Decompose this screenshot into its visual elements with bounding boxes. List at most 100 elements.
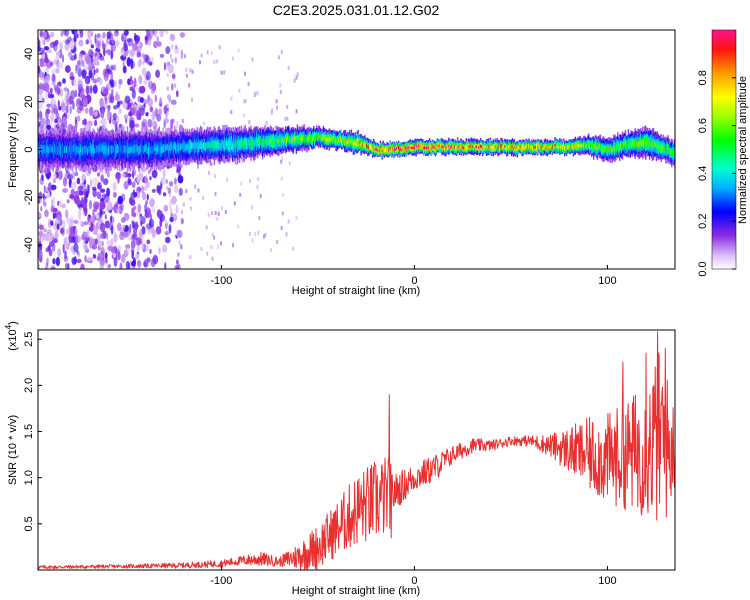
heatmap-noise-cell <box>139 107 145 116</box>
heatmap-noise-cell <box>189 196 192 201</box>
heatmap-noise-cell <box>280 176 283 181</box>
heatmap-noise-cell <box>47 91 51 99</box>
heatmap-noise-cell <box>52 177 57 184</box>
heatmap-noise-cell <box>243 113 246 118</box>
heatmap-cell <box>194 142 196 151</box>
heatmap-noise-cell <box>141 185 144 195</box>
heatmap-cell <box>541 146 544 150</box>
heatmap-noise-cell <box>65 105 69 114</box>
heatmap-noise-cell <box>137 203 142 214</box>
heatmap-cell <box>54 144 56 153</box>
heatmap-cell <box>446 145 448 149</box>
heatmap-cell <box>472 145 474 149</box>
heatmap-cell <box>303 135 305 140</box>
heatmap-noise-cell <box>174 177 177 185</box>
heatmap-cell <box>104 145 106 154</box>
heatmap-noise-cell <box>53 172 57 179</box>
heatmap-noise-cell <box>143 258 148 268</box>
heatmap-noise-cell <box>133 169 137 176</box>
heatmap-noise-cell <box>280 49 283 54</box>
heatmap-cell <box>188 144 190 150</box>
heatmap-cell <box>671 150 673 156</box>
heatmap-cell <box>634 140 636 147</box>
heatmap-noise-cell <box>52 207 58 213</box>
heatmap-noise-cell <box>39 47 45 55</box>
heatmap-cell <box>534 146 536 150</box>
heatmap-cell <box>66 145 68 154</box>
heatmap-noise-cell <box>179 32 186 38</box>
heatmap-noise-cell <box>202 121 205 126</box>
heatmap-noise-cell <box>152 254 159 265</box>
heatmap-cell <box>546 146 548 150</box>
heatmap-noise-cell <box>55 256 61 267</box>
heatmap-noise-cell <box>93 213 96 221</box>
heatmap-cell <box>139 145 141 155</box>
heatmap-cell <box>242 141 244 148</box>
heatmap-noise-cell <box>178 187 183 196</box>
heatmap-cell <box>633 141 635 148</box>
heatmap-noise-cell <box>149 198 155 208</box>
heatmap-cell <box>107 147 109 156</box>
heatmap-cell <box>112 145 114 153</box>
heatmap-cell <box>666 146 668 151</box>
heatmap-noise-cell <box>63 255 69 263</box>
heatmap-cell <box>159 146 161 155</box>
heatmap-noise-cell <box>139 85 146 94</box>
heatmap-cell <box>157 145 160 153</box>
heatmap-noise-cell <box>224 209 227 214</box>
heatmap-cell <box>520 146 522 150</box>
heatmap-noise-cell <box>133 77 137 88</box>
heatmap-cell <box>189 144 191 150</box>
heatmap-cell <box>621 144 623 150</box>
heatmap-cell <box>662 144 664 150</box>
heatmap-noise-cell <box>142 185 148 191</box>
heatmap-cell <box>354 140 356 144</box>
heatmap-noise-cell <box>214 191 217 196</box>
colorbar-tick-label: 0.2 <box>697 214 709 229</box>
heatmap-noise-cell <box>145 245 149 252</box>
heatmap-noise-cell <box>92 186 97 191</box>
heatmap-cell <box>591 145 593 149</box>
heatmap-cell <box>148 146 150 155</box>
heatmap-noise-cell <box>121 253 126 264</box>
heatmap-cell <box>349 140 352 145</box>
heatmap-cell <box>42 145 45 154</box>
heatmap-cell <box>531 145 533 149</box>
heatmap-noise-cell <box>189 255 192 259</box>
heatmap-noise-cell <box>44 75 50 84</box>
heatmap-cell <box>64 146 66 153</box>
heatmap-cell <box>635 139 637 146</box>
heatmap-cell <box>389 146 391 150</box>
heatmap-cell <box>439 144 441 147</box>
heatmap-noise-cell <box>72 261 75 266</box>
heatmap-noise-cell <box>165 236 171 244</box>
heatmap-noise-cell <box>226 177 228 182</box>
snr-multiplier-close: ) <box>7 321 19 325</box>
heatmap-cell <box>414 144 416 149</box>
heatmap-cell <box>569 145 572 148</box>
heatmap-cell <box>213 142 216 149</box>
heatmap-noise-cell <box>87 217 92 226</box>
heatmap-noise-cell <box>213 235 216 240</box>
heatmap-cell <box>452 145 454 148</box>
heatmap-cell <box>43 145 46 154</box>
heatmap-noise-cell <box>76 98 81 104</box>
heatmap-cell <box>75 145 77 154</box>
heatmap-noise-cell <box>62 30 67 36</box>
heatmap-noise-cell <box>59 41 63 52</box>
heatmap-noise-cell <box>62 219 66 228</box>
heatmap-cell <box>593 144 596 149</box>
heatmap-noise-cell <box>84 254 87 263</box>
heatmap-cell <box>542 148 545 151</box>
heatmap-cell <box>150 146 152 154</box>
heatmap-cell <box>121 144 123 153</box>
heatmap-noise-cell <box>75 235 82 244</box>
heatmap-cell <box>218 141 220 150</box>
y-tick-label: 1.0 <box>23 470 35 485</box>
heatmap-noise-cell <box>38 94 44 101</box>
heatmap-cell <box>630 139 632 146</box>
heatmap-cell <box>342 139 344 143</box>
heatmap-cell <box>340 137 342 141</box>
heatmap-cell <box>192 143 194 150</box>
